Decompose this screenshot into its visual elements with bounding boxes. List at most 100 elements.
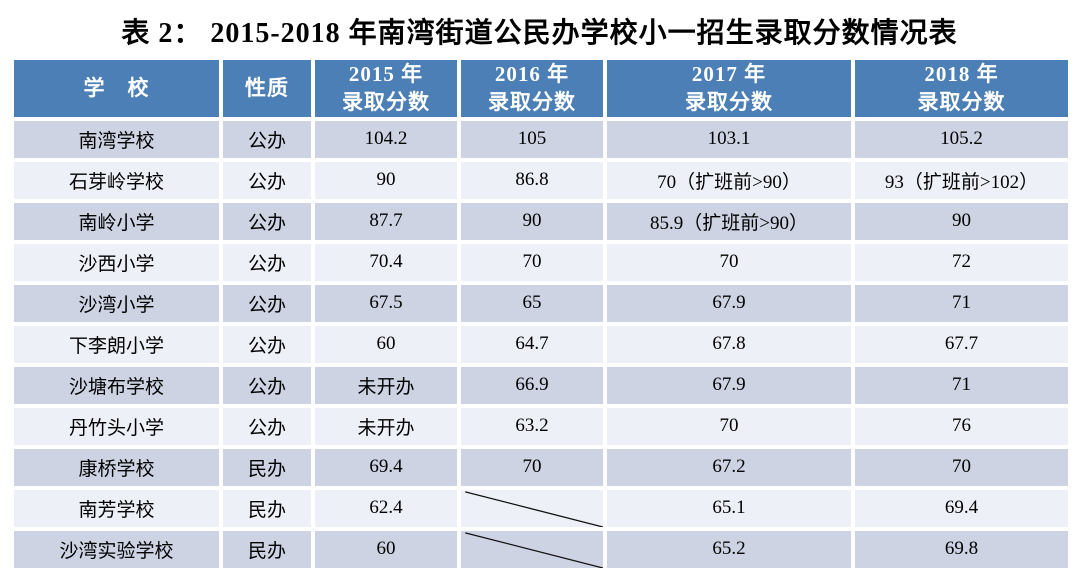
cell-school: 石芽岭学校 xyxy=(14,161,219,199)
cell-y2016: 70 xyxy=(461,243,603,281)
cell-y2015: 未开办 xyxy=(315,407,457,445)
cell-type: 公办 xyxy=(223,366,311,404)
cell-y2017: 103.1 xyxy=(607,120,851,158)
cell-y2018: 67.7 xyxy=(855,325,1068,363)
table-row: 沙塘布学校 公办 未开办 66.9 67.9 71 xyxy=(14,366,1068,404)
cell-y2018: 105.2 xyxy=(855,120,1068,158)
col-header-school: 学 校 xyxy=(14,60,219,117)
cell-type: 公办 xyxy=(223,407,311,445)
cell-y2017: 67.2 xyxy=(607,448,851,486)
cell-school: 南芳学校 xyxy=(14,489,219,527)
cell-y2017: 85.9（扩班前>90） xyxy=(607,202,851,240)
cell-y2017: 67.8 xyxy=(607,325,851,363)
cell-y2017: 70（扩班前>90） xyxy=(607,161,851,199)
cell-y2018: 93（扩班前>102） xyxy=(855,161,1068,199)
col-header-2016-year: 2016 年 xyxy=(494,62,570,86)
table-title: 表 2： 2015-2018 年南湾街道公民办学校小一招生录取分数情况表 xyxy=(121,18,958,49)
cell-type: 公办 xyxy=(223,120,311,158)
header-row: 学 校 性质 2015 年录取分数 2016 年录取分数 2017 年录取分数 … xyxy=(14,60,1068,117)
cell-y2017: 65.2 xyxy=(607,530,851,568)
cell-type: 民办 xyxy=(223,530,311,568)
cell-school: 康桥学校 xyxy=(14,448,219,486)
col-header-type-label: 性质 xyxy=(245,76,289,101)
col-header-2017: 2017 年录取分数 xyxy=(607,60,851,117)
cell-y2017: 70 xyxy=(607,243,851,281)
cell-y2016: 63.2 xyxy=(461,407,603,445)
cell-y2016: 105 xyxy=(461,120,603,158)
col-header-type: 性质 xyxy=(223,60,311,117)
col-header-school-label: 学 校 xyxy=(83,76,150,101)
cell-type: 公办 xyxy=(223,202,311,240)
admission-scores-table: 学 校 性质 2015 年录取分数 2016 年录取分数 2017 年录取分数 … xyxy=(10,56,1072,572)
col-header-2016: 2016 年录取分数 xyxy=(461,60,603,117)
cell-y2016: 90 xyxy=(461,202,603,240)
cell-y2015: 62.4 xyxy=(315,489,457,527)
cell-y2018: 70 xyxy=(855,448,1068,486)
cell-y2018: 69.8 xyxy=(855,530,1068,568)
cell-y2015: 87.7 xyxy=(315,202,457,240)
table-body: 南湾学校 公办 104.2 105 103.1 105.2 石芽岭学校 公办 90 86.8 70（… xyxy=(14,120,1068,568)
cell-school: 下李朗小学 xyxy=(14,325,219,363)
cell-type: 公办 xyxy=(223,161,311,199)
table-row: 南芳学校 民办 62.4 65.1 69.4 xyxy=(14,489,1068,527)
cell-y2015: 67.5 xyxy=(315,284,457,322)
cell-y2015: 60 xyxy=(315,325,457,363)
table-row: 丹竹头小学 公办 未开办 63.2 70 76 xyxy=(14,407,1068,445)
cell-school: 沙西小学 xyxy=(14,243,219,281)
table-row: 沙湾小学 公办 67.5 65 67.9 71 xyxy=(14,284,1068,322)
table-row: 康桥学校 民办 69.4 70 67.2 70 xyxy=(14,448,1068,486)
col-header-2018: 2018 年录取分数 xyxy=(855,60,1068,117)
cell-type: 公办 xyxy=(223,325,311,363)
cell-y2018: 71 xyxy=(855,366,1068,404)
cell-type: 民办 xyxy=(223,489,311,527)
col-header-2018-label: 录取分数 xyxy=(917,90,1006,115)
cell-y2015: 60 xyxy=(315,530,457,568)
cell-y2016 xyxy=(461,489,603,527)
table-row: 下李朗小学 公办 60 64.7 67.8 67.7 xyxy=(14,325,1068,363)
table-row: 石芽岭学校 公办 90 86.8 70（扩班前>90） 93（扩班前>102） xyxy=(14,161,1068,199)
cell-type: 公办 xyxy=(223,243,311,281)
col-header-2015: 2015 年录取分数 xyxy=(315,60,457,117)
cell-y2015: 70.4 xyxy=(315,243,457,281)
col-header-2015-year: 2015 年 xyxy=(348,62,424,86)
cell-type: 民办 xyxy=(223,448,311,486)
cell-y2015: 104.2 xyxy=(315,120,457,158)
cell-school: 沙湾实验学校 xyxy=(14,530,219,568)
cell-y2015: 69.4 xyxy=(315,448,457,486)
slash-icon xyxy=(465,531,603,568)
col-header-2016-label: 录取分数 xyxy=(488,90,576,115)
col-header-2018-year: 2018 年 xyxy=(924,62,999,86)
col-header-2015-label: 录取分数 xyxy=(342,90,430,115)
cell-y2016: 86.8 xyxy=(461,161,603,199)
col-header-2017-year: 2017 年 xyxy=(691,62,767,86)
slash-icon xyxy=(465,490,603,527)
table-row: 沙湾实验学校 民办 60 65.2 69.8 xyxy=(14,530,1068,568)
cell-y2018: 69.4 xyxy=(855,489,1068,527)
cell-school: 沙湾小学 xyxy=(14,284,219,322)
cell-y2018: 71 xyxy=(855,284,1068,322)
cell-y2016: 65 xyxy=(461,284,603,322)
cell-y2016: 64.7 xyxy=(461,325,603,363)
cell-y2017: 65.1 xyxy=(607,489,851,527)
cell-y2015: 90 xyxy=(315,161,457,199)
table-row: 南岭小学 公办 87.7 90 85.9（扩班前>90） 90 xyxy=(14,202,1068,240)
cell-y2018: 90 xyxy=(855,202,1068,240)
cell-y2017: 70 xyxy=(607,407,851,445)
cell-y2017: 67.9 xyxy=(607,366,851,404)
cell-y2018: 76 xyxy=(855,407,1068,445)
col-header-2017-label: 录取分数 xyxy=(685,90,773,115)
cell-y2016: 70 xyxy=(461,448,603,486)
cell-y2016 xyxy=(461,530,603,568)
cell-y2016: 66.9 xyxy=(461,366,603,404)
table-row: 沙西小学 公办 70.4 70 70 72 xyxy=(14,243,1068,281)
cell-school: 南湾学校 xyxy=(14,120,219,158)
cell-y2015: 未开办 xyxy=(315,366,457,404)
table-row: 南湾学校 公办 104.2 105 103.1 105.2 xyxy=(14,120,1068,158)
cell-type: 公办 xyxy=(223,284,311,322)
cell-y2018: 72 xyxy=(855,243,1068,281)
cell-school: 丹竹头小学 xyxy=(14,407,219,445)
cell-school: 南岭小学 xyxy=(14,202,219,240)
cell-y2017: 67.9 xyxy=(607,284,851,322)
cell-school: 沙塘布学校 xyxy=(14,366,219,404)
